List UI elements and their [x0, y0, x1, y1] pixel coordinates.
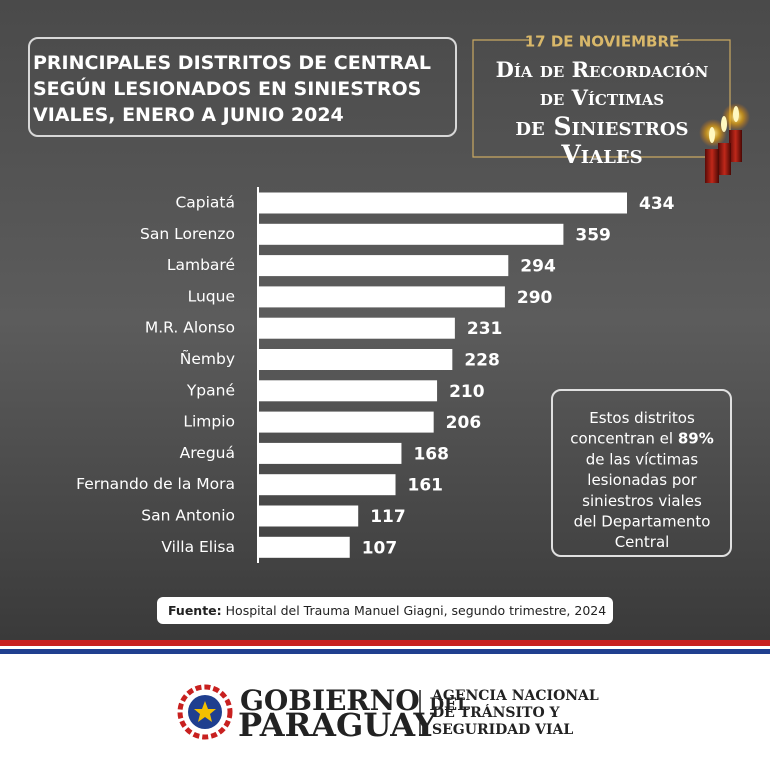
bar [259, 192, 627, 214]
value-label: 290 [517, 288, 553, 308]
title-line: PRINCIPALES DISTRITOS DE CENTRAL [33, 52, 431, 74]
category-label: Lambaré [167, 256, 235, 274]
value-label: 210 [449, 382, 485, 402]
gov-line1: GOBIERNO DEL [240, 684, 469, 717]
note: Estos distritos concentran el 89% de las v… [570, 409, 714, 551]
source-box [157, 597, 613, 624]
gov-line2: PARAGUAY [238, 706, 437, 744]
candle [718, 143, 731, 175]
category-label: Luque [188, 287, 235, 305]
category-label: M.R. Alonso [145, 319, 235, 337]
bar [259, 505, 359, 527]
note-highlight: 89% [678, 429, 714, 447]
gov-del: DEL [429, 695, 469, 715]
category-label: Ypané [186, 381, 235, 399]
value-label: 117 [370, 507, 406, 527]
category-label: San Lorenzo [140, 225, 235, 243]
flame [733, 106, 739, 122]
candles [699, 103, 750, 183]
value-label: 168 [413, 444, 449, 464]
title-line: SEGÚN LESIONADOS EN SINIESTROS [33, 76, 421, 100]
note-line: concentran el 89% [570, 429, 714, 447]
value-label: 359 [575, 225, 611, 245]
value-label: 206 [446, 413, 482, 433]
commemoration-line: Día de Recordación [496, 57, 709, 82]
value-label: 228 [464, 351, 500, 371]
bar [259, 349, 453, 370]
gov-word: GOBIERNO [240, 684, 420, 717]
bar [259, 380, 438, 402]
category-label: Ñemby [180, 349, 235, 368]
category-label: Capiatá [175, 194, 235, 212]
bar [259, 536, 350, 558]
note-line: del Departamento [574, 512, 711, 530]
flag-blue [0, 649, 770, 654]
category-label: San Antonio [141, 507, 235, 525]
source-label: Fuente: [168, 603, 222, 618]
candle [729, 130, 742, 162]
note-text: Estos distritos [589, 409, 695, 427]
category-label: Villa Elisa [161, 538, 235, 556]
note-text: de las víctimas [586, 450, 699, 468]
emblem [177, 684, 233, 740]
emblem-star [194, 701, 216, 722]
note-line: lesionadas por [587, 471, 697, 489]
commemoration-line: de Víctimas [540, 85, 664, 110]
note-text: lesionadas por [587, 471, 697, 489]
flag-red [0, 640, 770, 646]
value-label: 107 [362, 538, 398, 558]
bar [259, 317, 455, 339]
candle [705, 149, 719, 183]
note-text: siniestros viales [582, 491, 702, 509]
category-label: Areguá [180, 444, 235, 462]
bar [259, 411, 434, 433]
flame [721, 116, 727, 132]
note-line: siniestros viales [582, 491, 702, 509]
note-text: Central [615, 533, 670, 551]
bar [259, 255, 509, 277]
bar [259, 474, 396, 496]
flame [709, 127, 715, 143]
source: Fuente: Hospital del Trauma Manuel Giagn… [168, 603, 606, 618]
value-label: 434 [639, 194, 675, 214]
note-text: concentran el [570, 429, 673, 447]
note-line: de las víctimas [586, 450, 699, 468]
emblem-wreath [177, 684, 233, 740]
category-label: Fernando de la Mora [76, 475, 235, 493]
note-text: del Departamento [574, 512, 711, 530]
bar [259, 223, 564, 245]
bar [259, 286, 505, 308]
note-line: Central [615, 533, 670, 551]
value-label: 231 [467, 319, 503, 339]
commemoration-line: de Siniestros [515, 112, 688, 141]
agency-line: DE TRÁNSITO Y [432, 703, 561, 721]
bar [259, 442, 402, 464]
note-box [551, 389, 732, 557]
commemoration-frame [472, 39, 731, 158]
title-line: VIALES, ENERO A JUNIO 2024 [33, 104, 344, 126]
source-text: Hospital del Trauma Manuel Giagni, segun… [226, 603, 607, 618]
commemoration-date: 17 DE NOVIEMBRE [525, 33, 680, 51]
commemoration-line: Viales [560, 140, 642, 169]
title-box [28, 37, 457, 137]
agency-line: SEGURIDAD VIAL [432, 722, 573, 738]
bar-chart: Capiatá 434 San Lorenzo 359 Lambaré 294 Luque 2… [76, 192, 675, 558]
value-label: 161 [408, 476, 444, 496]
value-label: 294 [520, 257, 556, 277]
note-line: Estos distritos [589, 409, 695, 427]
agency-line: AGENCIA NACIONAL [431, 688, 599, 704]
category-label: Limpio [183, 413, 235, 431]
